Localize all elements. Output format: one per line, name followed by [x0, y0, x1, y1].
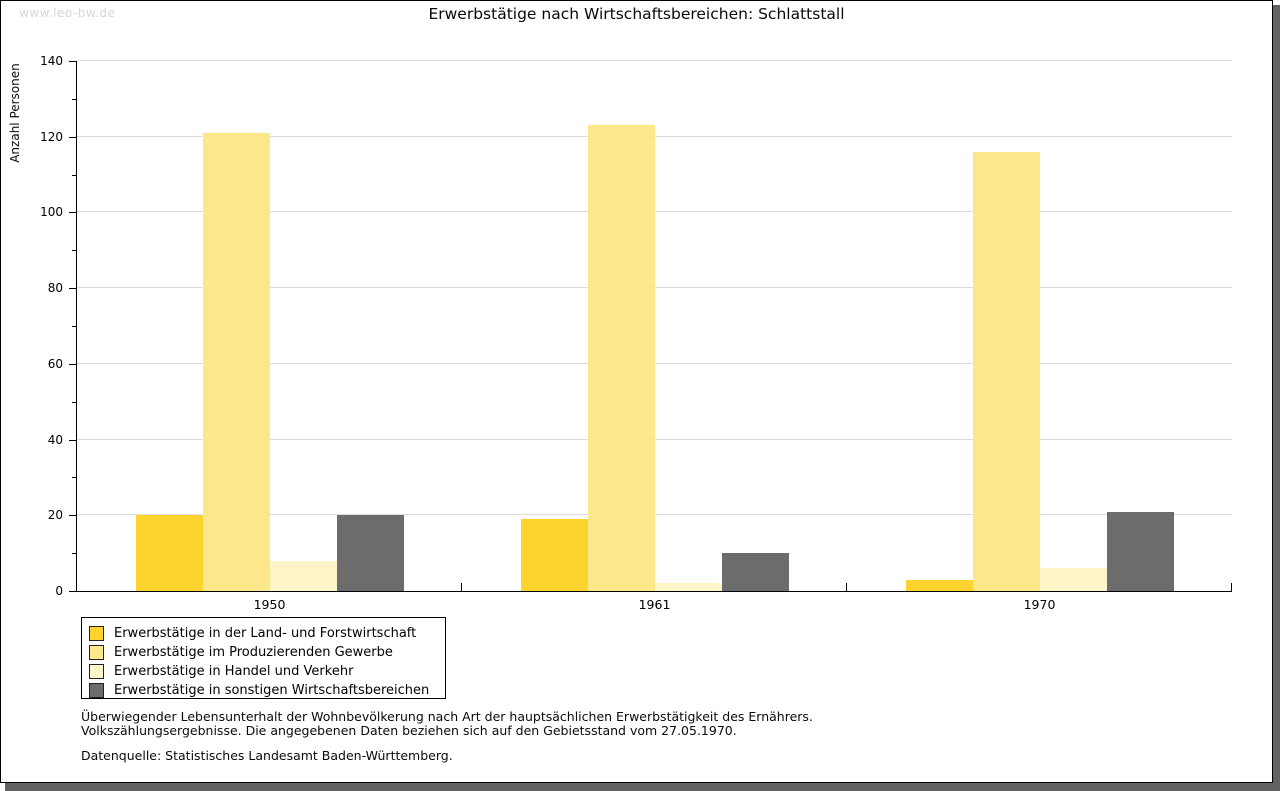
gridline-20	[77, 514, 1232, 516]
y-tick-label-120: 120	[40, 129, 63, 144]
y-tick-label-20: 20	[47, 508, 63, 523]
gridline-140	[77, 60, 1232, 61]
plot-area: 0 20 40 60 80 100 120 140 1950 1961 1970	[40, 55, 1232, 612]
legend-item-2: Erwerbstätige im Produzierenden Gewerbe	[89, 643, 445, 662]
y-tick-120	[69, 136, 76, 138]
y-tick-110	[72, 174, 76, 176]
y-tick-50	[72, 401, 76, 403]
bar-1950-erwerbst-tige-in-sonstigen-wirtschaftsbereichen	[336, 515, 404, 591]
bar-group-1961	[462, 61, 847, 591]
y-tick-label-100: 100	[40, 205, 63, 220]
gridline-80	[77, 287, 1232, 289]
y-tick-140	[69, 61, 76, 62]
y-tick-40	[69, 439, 76, 441]
legend-swatch-icon	[89, 664, 104, 679]
data-source: Datenquelle: Statistisches Landesamt Bad…	[81, 748, 453, 763]
bar-1950-erwerbst-tige-im-produzierenden-gewerbe	[202, 132, 270, 591]
y-tick-0	[69, 591, 76, 592]
legend-swatch-icon	[89, 645, 104, 660]
gridline-120	[77, 135, 1232, 137]
bar-1950-erwerbst-tige-in-der-land-und-forstwirtschaft	[135, 515, 203, 591]
bar-1970-erwerbst-tige-in-der-land-und-forstwirtschaft	[905, 579, 973, 591]
y-tick-label-40: 40	[47, 432, 63, 447]
x-tick-label-1961: 1961	[638, 597, 671, 612]
gridline-100	[77, 211, 1232, 213]
bar-1970-erwerbst-tige-in-handel-und-verkehr	[1039, 568, 1107, 591]
y-tick-label-60: 60	[47, 356, 63, 371]
y-tick-130	[72, 98, 76, 100]
bar-1961-erwerbst-tige-in-handel-und-verkehr	[654, 583, 722, 591]
legend-item-4: Erwerbstätige in sonstigen Wirtschaftsbe…	[89, 681, 445, 700]
legend-swatch-icon	[89, 626, 104, 641]
bar-group-1970	[847, 61, 1232, 591]
y-tick-90	[72, 250, 76, 252]
x-tick-label-1950: 1950	[253, 597, 286, 612]
legend-item-3: Erwerbstätige in Handel und Verkehr	[89, 662, 445, 681]
legend-label: Erwerbstätige in Handel und Verkehr	[114, 664, 354, 679]
y-tick-70	[72, 326, 76, 327]
footer-note-line2: Volkszählungsergebnisse. Die angegebenen…	[81, 723, 737, 738]
y-tick-30	[72, 477, 76, 479]
y-axis-label: Anzahl Personen	[8, 63, 22, 163]
legend-label: Erwerbstätige im Produzierenden Gewerbe	[114, 645, 393, 660]
y-tick-60	[69, 363, 76, 365]
legend-item-1: Erwerbstätige in der Land- und Forstwirt…	[89, 624, 445, 643]
drop-shadow-right	[1273, 5, 1280, 791]
footer-note-line1: Überwiegender Lebensunterhalt der Wohnbe…	[81, 709, 813, 724]
bar-1970-erwerbst-tige-in-sonstigen-wirtschaftsbereichen	[1106, 511, 1174, 591]
x-tick-2	[845, 583, 847, 591]
y-tick-10	[72, 553, 76, 555]
y-tick-100	[69, 212, 76, 214]
x-tick-1	[460, 583, 462, 591]
y-tick-80	[69, 288, 76, 290]
y-tick-20	[69, 515, 76, 517]
legend: Erwerbstätige in der Land- und Forstwirt…	[81, 617, 446, 699]
watermark: www.leo-bw.de	[19, 6, 116, 20]
gridline-40	[77, 438, 1232, 440]
x-tick-3	[1231, 583, 1232, 591]
y-tick-label-140: 140	[40, 54, 63, 68]
y-tick-label-80: 80	[47, 281, 63, 296]
bar-1961-erwerbst-tige-in-sonstigen-wirtschaftsbereichen	[721, 553, 789, 591]
bar-1950-erwerbst-tige-in-handel-und-verkehr	[269, 560, 337, 591]
bar-1970-erwerbst-tige-im-produzierenden-gewerbe	[972, 151, 1040, 591]
y-tick-label-0: 0	[55, 584, 63, 598]
footer-notes: Überwiegender Lebensunterhalt der Wohnbe…	[81, 710, 813, 763]
legend-label: Erwerbstätige in der Land- und Forstwirt…	[114, 626, 417, 641]
legend-swatch-icon	[89, 683, 104, 698]
bar-group-1950	[77, 61, 462, 591]
bar-1961-erwerbst-tige-in-der-land-und-forstwirtschaft	[520, 519, 588, 591]
drop-shadow-bottom	[5, 783, 1280, 791]
gridline-60	[77, 362, 1232, 364]
bar-1961-erwerbst-tige-im-produzierenden-gewerbe	[587, 125, 655, 591]
legend-label: Erwerbstätige in sonstigen Wirtschaftsbe…	[114, 683, 430, 698]
x-tick-label-1970: 1970	[1023, 597, 1056, 612]
chart-title: Erwerbstätige nach Wirtschaftsbereichen:…	[428, 5, 845, 23]
